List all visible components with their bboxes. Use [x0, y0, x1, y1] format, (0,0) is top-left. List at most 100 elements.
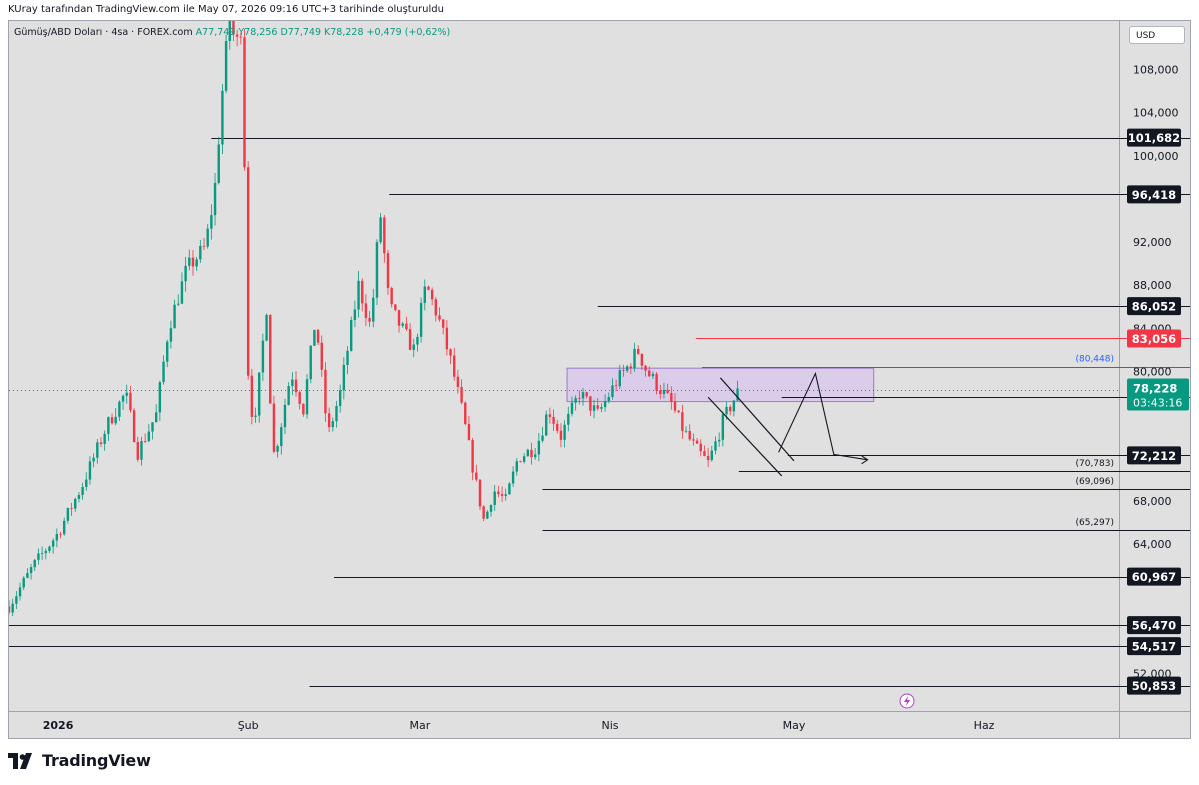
candle-body [728, 406, 732, 412]
candle-body [570, 402, 574, 414]
candle-body [475, 472, 478, 480]
candle-body [438, 315, 441, 320]
candle-body [188, 257, 191, 266]
channel-trendline[interactable] [707, 396, 783, 477]
candle-body [721, 414, 725, 440]
projection-path[interactable] [778, 371, 868, 461]
last-price-label: 78,228 [1133, 382, 1177, 396]
candle-body [361, 280, 364, 304]
candle-body [592, 405, 596, 411]
candle-body [633, 348, 636, 369]
candle-body [434, 299, 438, 316]
price-axis-tick-label: 104,000 [1133, 107, 1179, 120]
candle-body [511, 471, 515, 484]
candle-body [114, 416, 117, 424]
candle-body [600, 407, 603, 409]
candle-body [309, 345, 312, 380]
candle-body [677, 410, 680, 413]
candle-body [166, 341, 169, 362]
candle-body [736, 388, 739, 401]
candle-body [614, 385, 618, 387]
supply-zone-rectangle[interactable] [566, 367, 875, 403]
candle-body [33, 559, 36, 568]
price-label-text: 50,853 [1132, 679, 1176, 693]
candle-body [666, 389, 669, 393]
candle-body [305, 379, 309, 415]
candle-body [405, 323, 408, 330]
candle-body [213, 182, 217, 216]
candle-body [548, 414, 552, 417]
candle-body [368, 318, 371, 322]
candle-body [55, 533, 59, 541]
candle-body [26, 573, 29, 578]
price-axis-tick-label: 80,000 [1133, 365, 1172, 378]
candle-body [372, 297, 375, 322]
candle-body [338, 390, 342, 406]
lightning-glyph-icon [904, 696, 910, 706]
tradingview-logo-icon [8, 752, 32, 769]
candle-body [497, 491, 500, 495]
candle-body [147, 431, 151, 442]
legend-values: A77,749 Y78,256 D77,749 K78,228 +0,479 (… [195, 27, 451, 38]
candle-body [419, 302, 423, 337]
candle-body [140, 441, 143, 460]
candle-body [228, 21, 231, 42]
candle-body [81, 487, 84, 495]
price-axis-tick-label: 100,000 [1133, 150, 1179, 163]
candle-body [44, 550, 47, 554]
chart-pane[interactable]: (80,448) (70,783) (69,096) (65,297) 108,000 1… [8, 20, 1191, 739]
price-label-text: 54,517 [1132, 640, 1176, 654]
currency-selector[interactable]: USD [1129, 26, 1185, 44]
candle-body [287, 386, 290, 405]
candle-body [280, 427, 283, 446]
candle-body [659, 390, 662, 395]
price-chart[interactable]: (80,448) (70,783) (69,096) (65,297) 108,000 1… [9, 21, 1190, 738]
candle-body [394, 304, 397, 311]
candle-body [143, 441, 147, 442]
candle-body [460, 387, 463, 403]
candle-body [177, 303, 180, 305]
candle-body [291, 379, 294, 387]
candle-body [552, 416, 555, 424]
candle-body [493, 491, 496, 506]
price-label-box [1127, 185, 1181, 204]
candle-body [453, 355, 456, 377]
plot-area[interactable] [9, 21, 1119, 711]
candle-body [217, 144, 220, 183]
candle-body [390, 287, 393, 305]
candle-body [401, 323, 404, 326]
tradingview-logo-text: TradingView [42, 751, 151, 770]
level-annotation: (65,297) [1075, 518, 1114, 528]
candle-body [151, 422, 154, 432]
candle-body [519, 461, 522, 463]
level-annotation: (69,096) [1075, 477, 1114, 487]
candle-body [125, 392, 128, 396]
candle-body [416, 336, 419, 345]
time-axis-tick-label: May [783, 719, 806, 732]
candle-body [199, 245, 202, 260]
candle-body [22, 577, 25, 588]
candle-body [136, 441, 139, 460]
price-label-box [1127, 567, 1181, 586]
candle-body [467, 424, 471, 441]
candle-body [191, 257, 195, 267]
candle-body [489, 505, 493, 512]
price-label-box [1127, 329, 1181, 348]
candle-body [655, 373, 658, 391]
candle-body [695, 440, 699, 444]
candle-body [88, 461, 92, 480]
price-label-text: 96,418 [1132, 188, 1176, 202]
tradingview-logo[interactable]: TradingView [8, 751, 151, 770]
time-axis-tick-label: Şub [238, 719, 259, 732]
candle-body [327, 413, 331, 428]
candle-body [276, 445, 279, 452]
candle-body [607, 396, 610, 401]
candle-body [445, 327, 449, 350]
candle-body [283, 404, 287, 428]
channel-trendline[interactable] [719, 377, 795, 462]
candle-body [173, 304, 176, 329]
candle-body [206, 228, 209, 247]
candle-body [353, 309, 357, 321]
candle-body [239, 36, 243, 38]
price-label-text: 101,682 [1128, 131, 1180, 145]
